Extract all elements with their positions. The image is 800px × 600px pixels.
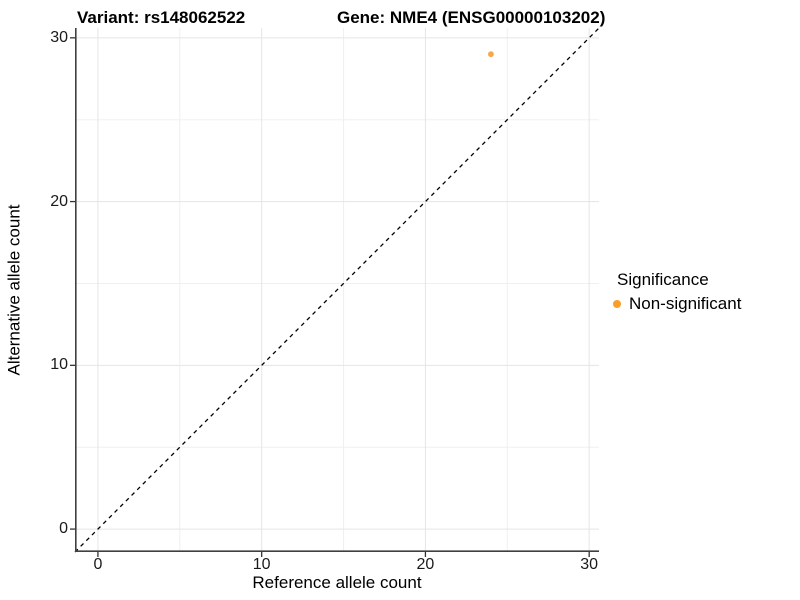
data-point <box>488 51 494 58</box>
identity-dashed-line <box>74 27 600 553</box>
y-tick-label: 30 <box>50 28 68 46</box>
legend-title: Significance <box>617 270 709 289</box>
scatter-plot-canvas <box>70 27 600 557</box>
gene-title: Gene: NME4 (ENSG00000103202) <box>337 8 606 27</box>
legend: Significance Non-significant <box>613 270 741 314</box>
legend-swatch-icon <box>613 300 621 308</box>
y-tick-label: 10 <box>50 356 68 374</box>
x-tick-label: 20 <box>416 556 435 573</box>
y-axis-title-wrap: Alternative allele count <box>2 28 28 552</box>
y-axis-tick-labels: 0 10 20 30 <box>0 0 68 600</box>
y-axis-title: Alternative allele count <box>5 204 25 376</box>
y-tick-label: 20 <box>50 192 68 210</box>
x-tick-label: 10 <box>252 556 271 573</box>
x-axis-title: Reference allele count <box>252 573 422 592</box>
x-tick-label: 30 <box>580 556 599 573</box>
plot-panel <box>70 27 600 557</box>
variant-title: Variant: rs148062522 <box>77 8 246 27</box>
legend-item-non-significant: Non-significant <box>613 294 741 314</box>
y-tick-label: 0 <box>59 520 68 538</box>
x-tick-label: 0 <box>93 556 103 573</box>
legend-item-label: Non-significant <box>629 294 742 313</box>
